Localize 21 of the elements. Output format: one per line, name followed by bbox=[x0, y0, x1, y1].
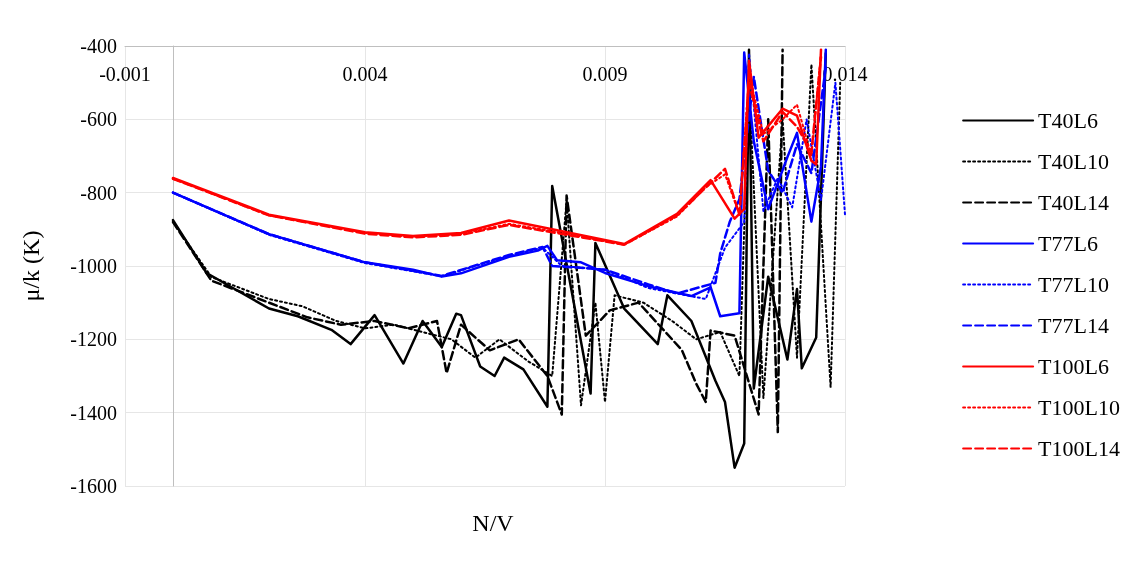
x-tick-label: 0.004 bbox=[342, 63, 388, 85]
legend-label: T77L14 bbox=[1038, 313, 1110, 338]
legend-label: T77L6 bbox=[1038, 231, 1099, 256]
y-tick-label: -1000 bbox=[70, 255, 117, 277]
y-tick-label: -600 bbox=[80, 108, 117, 131]
legend-label: T77L10 bbox=[1038, 272, 1110, 297]
legend-label: T100L10 bbox=[1038, 395, 1121, 420]
y-tick-label: -400 bbox=[80, 35, 117, 57]
legend-label: T100L14 bbox=[1038, 436, 1121, 461]
legend-label: T40L10 bbox=[1038, 149, 1110, 174]
x-axis-title: N/V bbox=[471, 510, 515, 537]
legend-label: T100L6 bbox=[1038, 354, 1110, 379]
y-tick-label: -800 bbox=[80, 181, 117, 204]
y-tick-label: -1400 bbox=[70, 401, 117, 424]
x-tick-label: 0.009 bbox=[582, 63, 628, 85]
x-tick-label: -0.001 bbox=[99, 63, 151, 85]
legend-label: T40L14 bbox=[1038, 190, 1110, 215]
legend-label: T40L6 bbox=[1038, 108, 1099, 133]
y-tick-label: -1600 bbox=[70, 475, 117, 497]
y-axis-title: μ/k (K) bbox=[18, 230, 44, 302]
y-tick-label: -1200 bbox=[70, 328, 117, 351]
